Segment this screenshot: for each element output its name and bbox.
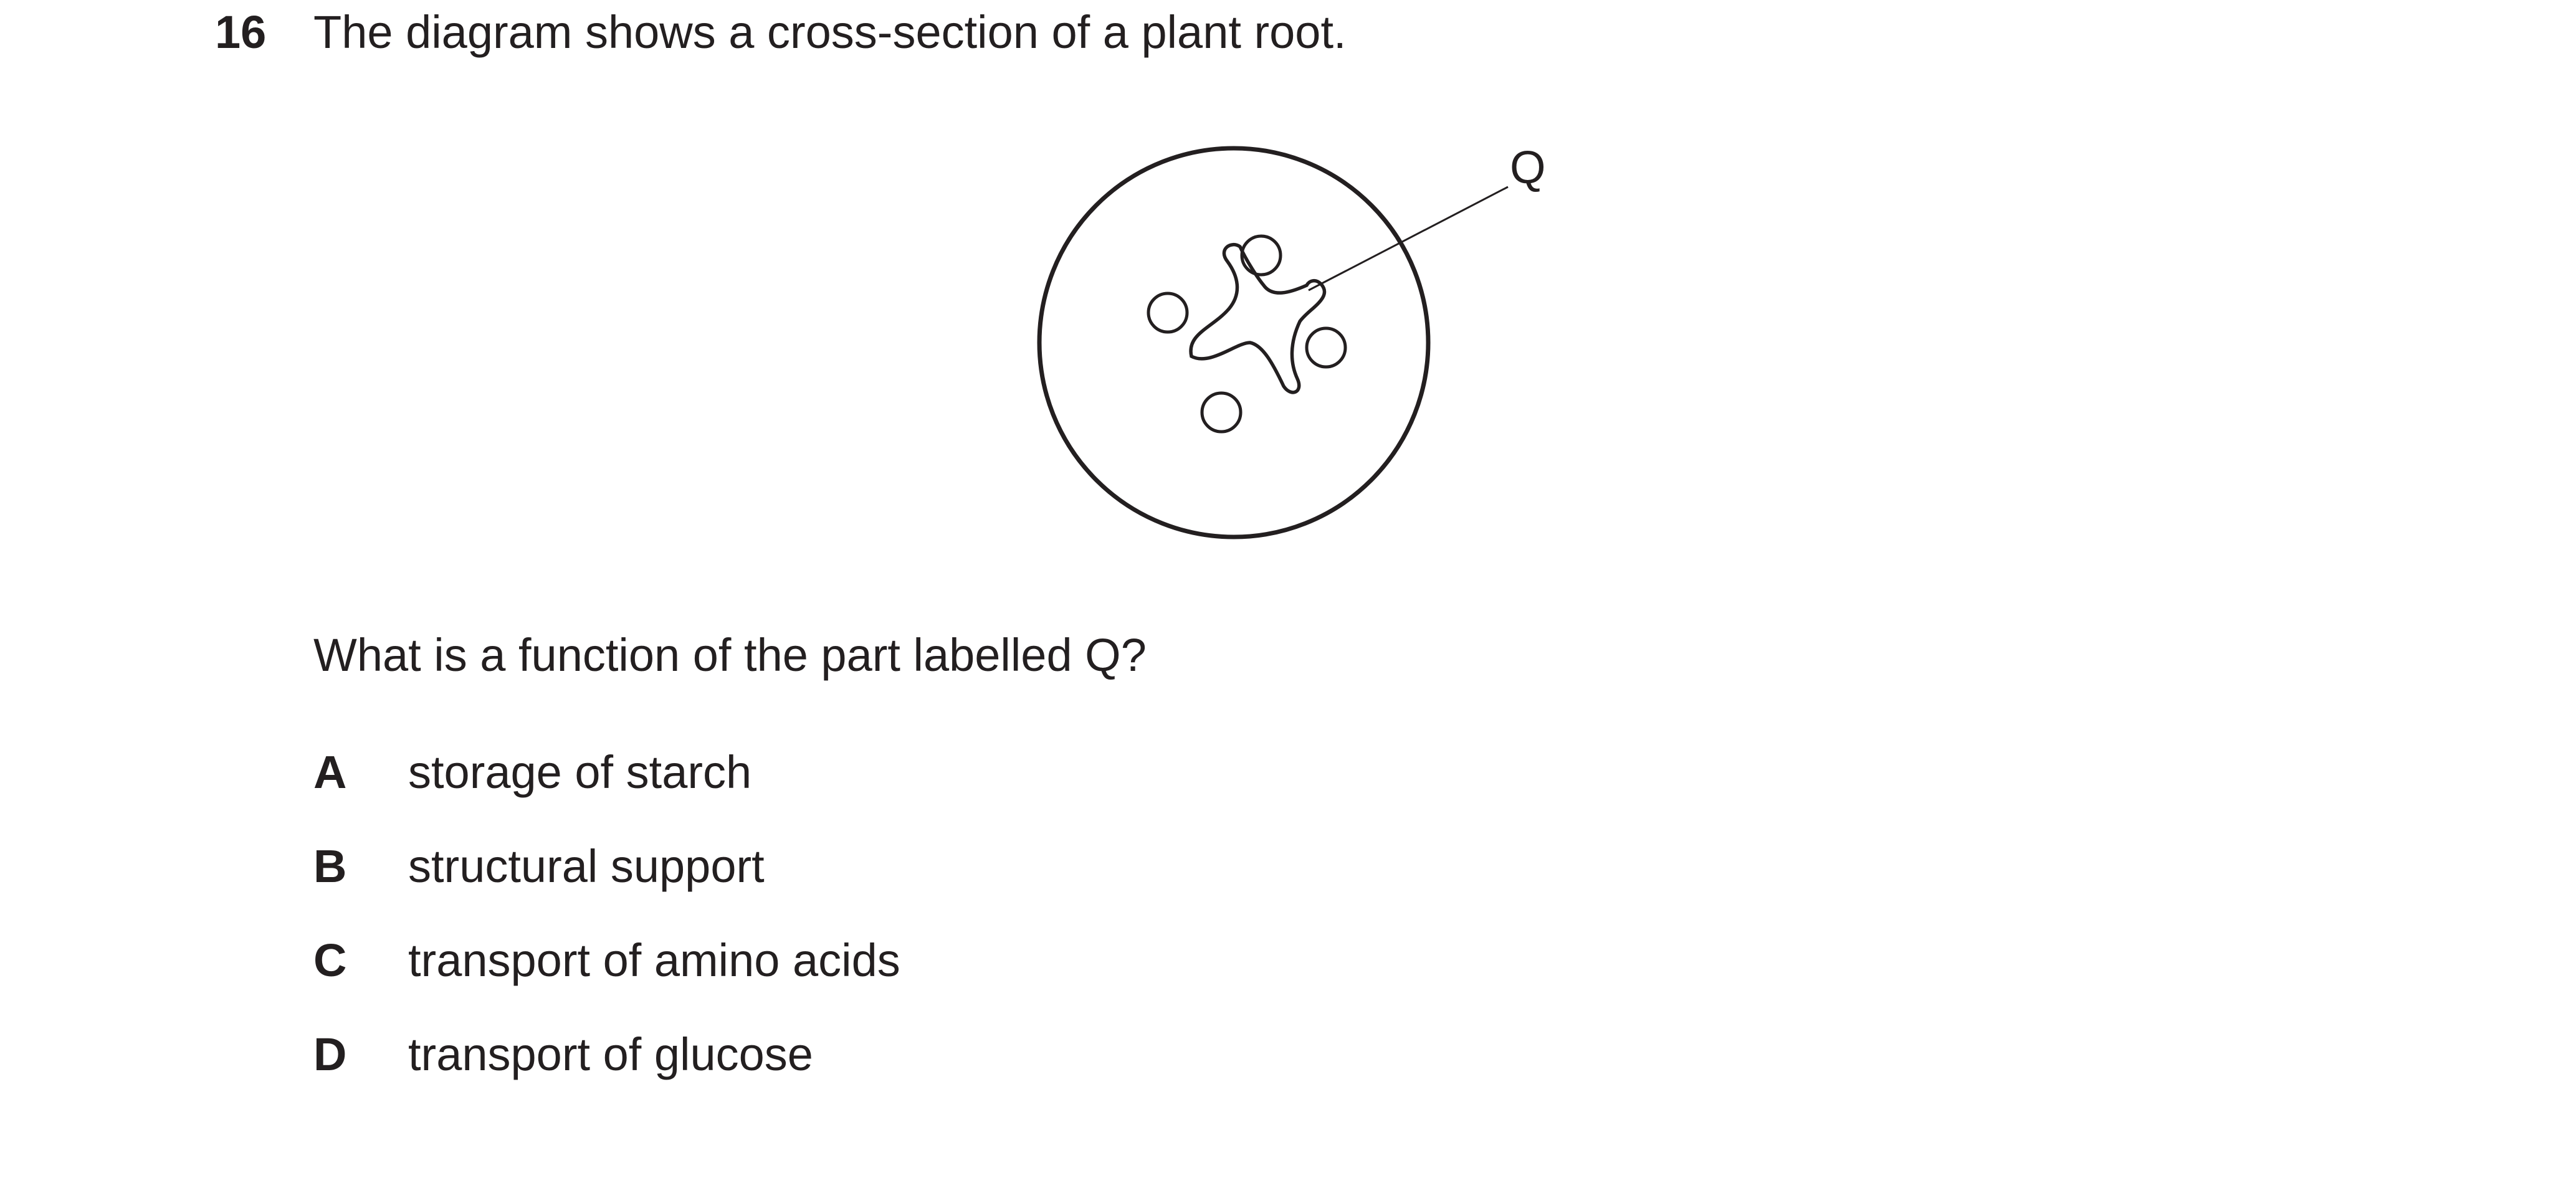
root-cross-section-diagram: Q <box>1037 141 1546 539</box>
question-prompt: What is a function of the part labelled … <box>313 629 1147 681</box>
option-text: transport of amino acids <box>408 934 900 986</box>
phloem-bottom <box>1200 391 1243 434</box>
phloem-left <box>1147 292 1189 334</box>
option-letter: C <box>313 934 347 986</box>
root-outline <box>1037 146 1431 539</box>
question-number: 16 <box>215 6 267 58</box>
question-text: The diagram shows a cross-section of a p… <box>313 6 1347 58</box>
option-text: storage of starch <box>408 746 752 798</box>
option-text: transport of glucose <box>408 1028 813 1080</box>
option-letter: D <box>313 1028 347 1080</box>
label-q: Q <box>1510 141 1546 193</box>
xylem-star <box>1189 242 1327 394</box>
label-line-q <box>1308 186 1509 292</box>
phloem-right <box>1305 326 1347 369</box>
option-letter: B <box>313 840 347 892</box>
phloem-top <box>1240 234 1282 277</box>
option-letter: A <box>313 746 347 798</box>
option-text: structural support <box>408 840 765 892</box>
